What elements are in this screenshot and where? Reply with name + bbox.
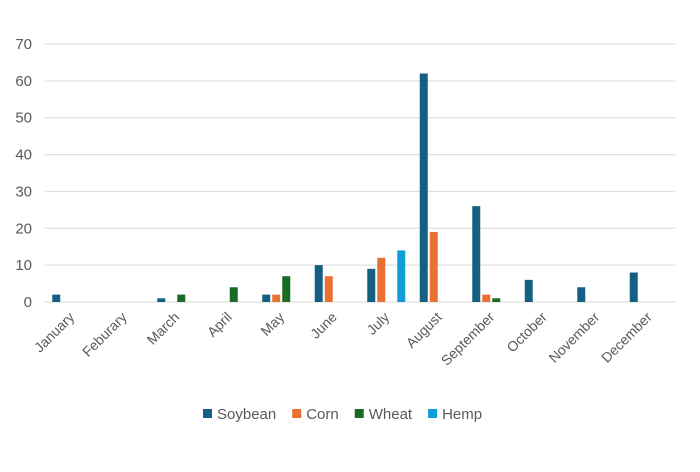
bar-corn — [324, 276, 333, 302]
bar-soybean — [314, 265, 323, 302]
legend-label-hemp: Hemp — [442, 406, 482, 423]
x-tick-label: Feburary — [79, 309, 130, 360]
bar-soybean — [472, 206, 481, 302]
legend-label-soybean: Soybean — [217, 406, 276, 423]
bar-soybean — [524, 279, 533, 302]
bar-soybean — [577, 287, 586, 302]
y-tick-label: 60 — [15, 73, 32, 90]
bar-wheat — [282, 276, 291, 302]
x-tick-label: March — [144, 309, 183, 348]
y-tick-label: 50 — [15, 110, 32, 127]
bar-soybean — [419, 73, 428, 302]
bar-corn — [377, 257, 386, 302]
x-tick-label: September — [438, 309, 498, 369]
x-tick-label: July — [363, 309, 392, 338]
legend-swatch-wheat — [354, 409, 364, 418]
bar-corn — [482, 294, 491, 302]
x-tick-label: January — [31, 309, 78, 356]
y-tick-label: 70 — [15, 36, 32, 53]
bar-soybean — [262, 294, 271, 302]
bar-wheat — [492, 298, 501, 302]
legend-label-wheat: Wheat — [369, 406, 413, 423]
y-tick-label: 30 — [15, 183, 32, 200]
bar-corn — [429, 231, 438, 302]
x-tick-label: December — [598, 309, 655, 366]
y-tick-label: 40 — [15, 147, 32, 164]
y-tick-label: 10 — [15, 257, 32, 274]
bar-soybean — [629, 272, 638, 302]
bar-wheat — [177, 294, 186, 302]
bar-soybean — [52, 294, 61, 302]
x-tick-label: November — [545, 309, 602, 366]
bar-hemp — [397, 250, 406, 302]
x-tick-label: August — [403, 309, 445, 351]
bar-soybean — [157, 298, 166, 302]
bar-corn — [272, 294, 281, 302]
legend-swatch-soybean — [203, 409, 212, 418]
legend-swatch-hemp — [428, 409, 438, 418]
legend-label-corn: Corn — [306, 406, 339, 423]
x-tick-label: June — [307, 309, 340, 342]
y-tick-label: 0 — [24, 294, 32, 311]
legend-swatch-corn — [292, 409, 302, 418]
bar-wheat — [229, 287, 238, 302]
x-tick-label: April — [204, 309, 235, 340]
x-tick-label: October — [503, 309, 550, 356]
y-tick-label: 20 — [15, 220, 32, 237]
x-tick-label: May — [257, 309, 287, 339]
bar-soybean — [367, 268, 376, 302]
